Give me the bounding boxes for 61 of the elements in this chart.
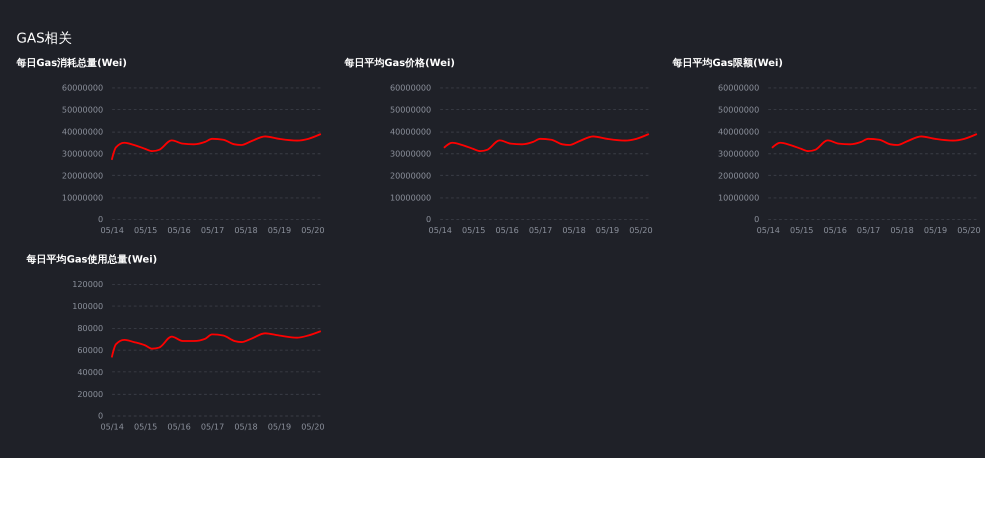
x-tick-label: 05/17	[856, 225, 880, 236]
y-tick-label: 50000000	[390, 104, 432, 115]
y-tick-label: 30000000	[62, 148, 104, 158]
x-tick-label: 05/17	[200, 225, 224, 236]
chart-title: 每日平均Gas限额(Wei)	[671, 56, 783, 69]
x-tick-label: 05/20	[301, 422, 325, 432]
x-tick-label: 05/20	[957, 225, 981, 236]
x-tick-label: 05/16	[823, 225, 847, 236]
x-tick-label: 05/18	[234, 422, 258, 432]
y-tick-label: 20000000	[390, 170, 432, 180]
x-tick-label: 05/20	[629, 225, 653, 236]
x-tick-label: 05/15	[790, 225, 814, 236]
x-tick-label: 05/19	[924, 225, 948, 236]
y-tick-label: 60000000	[62, 82, 104, 93]
y-tick-label: 0	[98, 214, 104, 224]
y-tick-label: 20000000	[718, 170, 760, 180]
y-tick-label: 60000	[77, 344, 104, 355]
text: GAS相关	[16, 30, 73, 46]
y-tick-label: 120000	[72, 279, 104, 290]
chart-title: 每日平均Gas价格(Wei)	[343, 56, 455, 69]
chart-title: 每日Gas消耗总量(Wei)	[15, 56, 127, 69]
y-tick-label: 20000000	[62, 170, 104, 180]
x-tick-label: 05/18	[890, 225, 914, 236]
x-tick-label: 05/19	[596, 225, 620, 236]
y-tick-label: 50000000	[718, 104, 760, 115]
y-tick-label: 50000000	[62, 104, 104, 115]
y-tick-label: 0	[754, 214, 760, 224]
x-tick-label: 05/15	[134, 422, 158, 432]
y-tick-label: 10000000	[62, 192, 104, 202]
x-tick-label: 05/17	[528, 225, 552, 236]
x-tick-label: 05/18	[562, 225, 586, 236]
x-tick-label: 05/15	[462, 225, 486, 236]
x-tick-label: 05/14	[756, 225, 780, 236]
y-tick-label: 0	[98, 410, 104, 421]
y-tick-label: 40000000	[390, 126, 432, 137]
y-tick-label: 10000000	[718, 192, 760, 202]
y-tick-label: 0	[426, 214, 432, 224]
x-tick-label: 05/19	[268, 225, 292, 236]
y-tick-label: 30000000	[718, 148, 760, 158]
y-tick-label: 60000000	[390, 82, 432, 93]
chart-title: 每日平均Gas使用总量(Wei)	[26, 253, 158, 266]
x-tick-label: 05/17	[200, 422, 224, 432]
x-tick-label: 05/19	[268, 422, 292, 432]
y-tick-label: 20000	[77, 388, 104, 399]
x-tick-label: 05/16	[167, 422, 191, 432]
y-tick-label: 60000000	[718, 82, 760, 93]
x-tick-label: 05/14	[428, 225, 452, 236]
y-tick-label: 10000000	[390, 192, 432, 202]
x-tick-label: 05/16	[495, 225, 519, 236]
x-tick-label: 05/14	[100, 422, 124, 432]
y-tick-label: 40000000	[62, 126, 104, 137]
y-tick-label: 30000000	[390, 148, 432, 158]
x-tick-label: 05/20	[301, 225, 325, 236]
y-tick-label: 40000000	[718, 126, 760, 137]
y-tick-label: 80000	[77, 322, 104, 333]
x-tick-label: 05/14	[100, 225, 124, 236]
y-tick-label: 40000	[77, 366, 104, 377]
x-tick-label: 05/16	[167, 225, 191, 236]
x-tick-label: 05/18	[234, 225, 258, 236]
x-tick-label: 05/15	[134, 225, 158, 236]
y-tick-label: 100000	[72, 301, 104, 312]
